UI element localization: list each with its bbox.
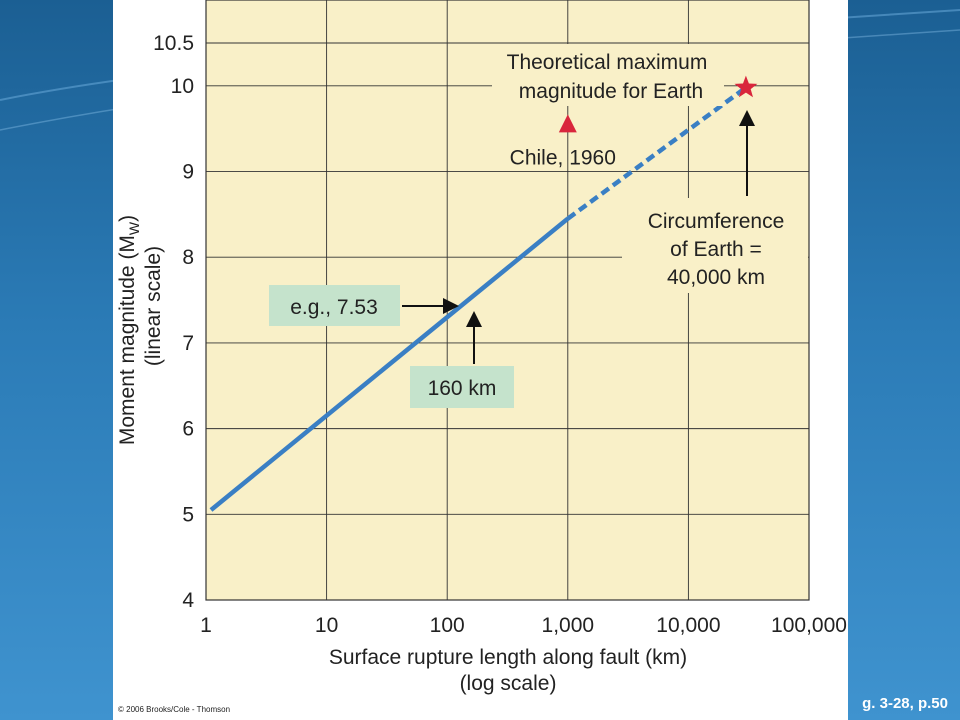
y-tick-label: 6 — [182, 418, 194, 441]
annotations: Chile, 1960 Theoretical maximum magnitude … — [269, 44, 808, 408]
x-tick-label: 1,000 — [542, 614, 595, 637]
y-tick-label: 4 — [182, 589, 194, 612]
max-label-line: magnitude for Earth — [519, 80, 703, 103]
y-tick-label: 10.5 — [153, 32, 194, 55]
y-tick-label: 10 — [171, 75, 194, 98]
example-magnitude-label: e.g., 7.53 — [290, 296, 378, 319]
y-axis-label: Moment magnitude (MW) — [116, 215, 142, 445]
copyright-text: © 2006 Brooks/Cole - Thomson — [118, 705, 231, 714]
y-tick-label: 5 — [182, 503, 194, 526]
y-tick-label: 9 — [182, 161, 194, 184]
circumference-label-line: of Earth = — [670, 238, 762, 261]
theoretical-maximum-star — [734, 75, 758, 98]
axis-labels: Surface rupture length along fault (km) (… — [116, 215, 687, 695]
tick-labels: 1 10 100 1,000 10,000 100,000 4 5 6 7 8 9 10 10.5 — [153, 32, 847, 637]
y-tick-label: 8 — [182, 246, 194, 269]
x-tick-label: 10,000 — [656, 614, 720, 637]
chile-1960-label: Chile, 1960 — [510, 146, 616, 169]
x-axis-sublabel: (log scale) — [460, 672, 557, 695]
data-points — [558, 75, 758, 133]
circumference-label-line: 40,000 km — [667, 266, 765, 289]
dashed-extrapolation-line — [566, 85, 748, 221]
max-label-line: Theoretical maximum — [507, 51, 708, 74]
magnitude-line — [209, 216, 570, 512]
series — [209, 85, 748, 512]
example-magnitude-box — [269, 285, 400, 326]
x-tick-label: 1 — [200, 614, 212, 637]
y-axis-sublabel: (linear scale) — [142, 246, 165, 366]
y-tick-label: 7 — [182, 332, 194, 355]
x-tick-label: 100 — [430, 614, 465, 637]
example-length-box — [410, 366, 514, 408]
x-tick-label: 100,000 — [771, 614, 847, 637]
max-label-background — [492, 44, 724, 106]
figure-reference: g. 3-28, p.50 — [862, 695, 948, 712]
circumference-label-line: Circumference — [648, 210, 785, 233]
x-axis-label: Surface rupture length along fault (km) — [329, 646, 687, 669]
x-tick-label: 10 — [315, 614, 338, 637]
circumference-label-background — [622, 198, 808, 293]
example-length-label: 160 km — [428, 377, 497, 400]
chile-1960-marker — [558, 114, 577, 133]
